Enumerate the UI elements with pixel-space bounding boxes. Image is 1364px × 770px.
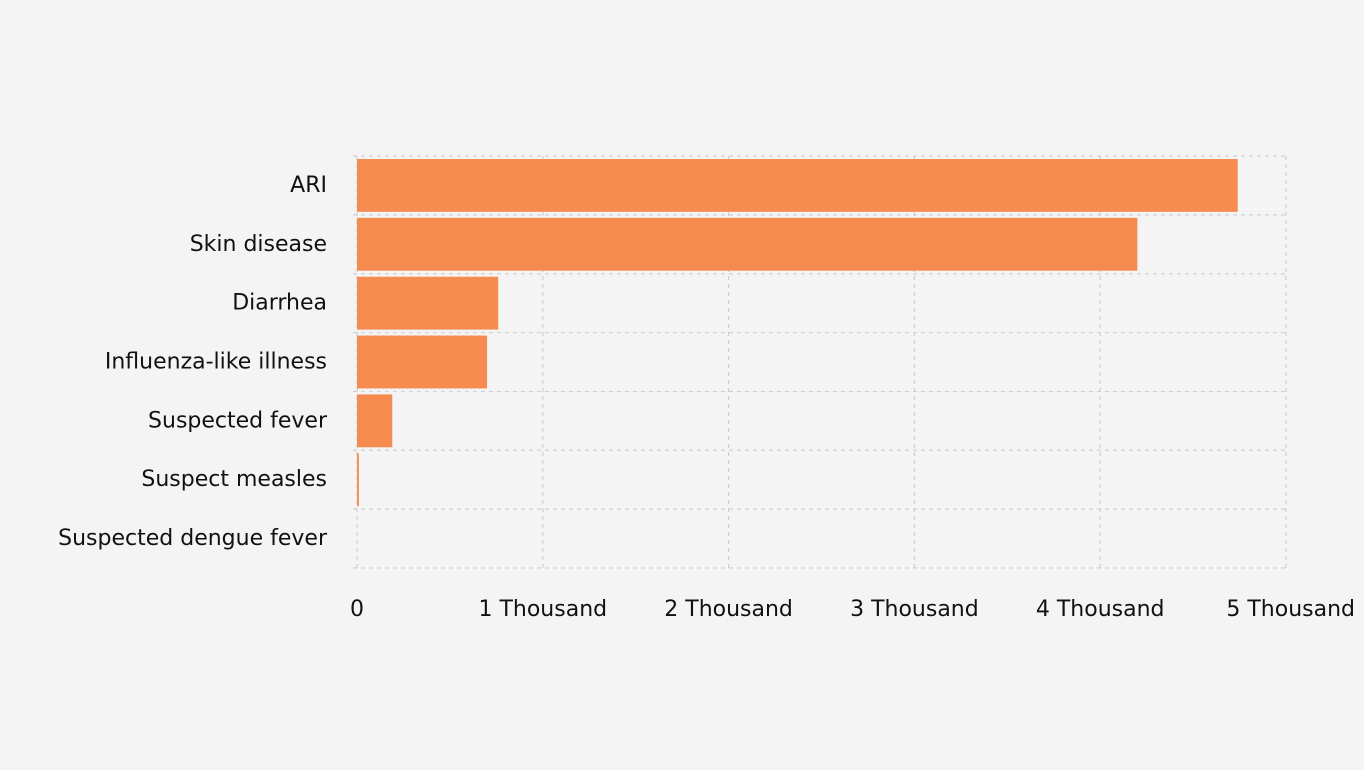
bars <box>357 159 1238 507</box>
category-label: Skin disease <box>190 232 327 257</box>
bar-diarrhea <box>357 276 499 330</box>
category-label: ARI <box>290 173 327 198</box>
category-label: Influenza-like illness <box>105 350 327 375</box>
x-tick-label: 2 Thousand <box>664 597 793 622</box>
x-tick-label: 5 Thousand <box>1226 597 1355 622</box>
category-label: Diarrhea <box>232 291 327 316</box>
x-tick-label: 0 <box>350 597 364 622</box>
grid-lines <box>353 155 1287 572</box>
x-tick-label: 1 Thousand <box>478 597 607 622</box>
bar-ari <box>357 159 1238 212</box>
category-labels: ARI Skin disease Diarrhea Influenza-like il… <box>58 173 328 551</box>
category-label: Suspected dengue fever <box>58 526 328 551</box>
x-tick-label: 4 Thousand <box>1036 597 1165 622</box>
category-label: Suspect measles <box>141 467 327 492</box>
x-tick-label: 3 Thousand <box>850 597 979 622</box>
bar-suspect-measles <box>357 453 359 507</box>
bar-influenza-like-illness <box>357 335 488 389</box>
bar-suspected-fever <box>357 394 393 448</box>
bar-skin-disease <box>357 217 1138 271</box>
category-label: Suspected fever <box>148 408 328 433</box>
x-tick-labels: 0 1 Thousand 2 Thousand 3 Thousand 4 Thousan… <box>350 597 1355 622</box>
